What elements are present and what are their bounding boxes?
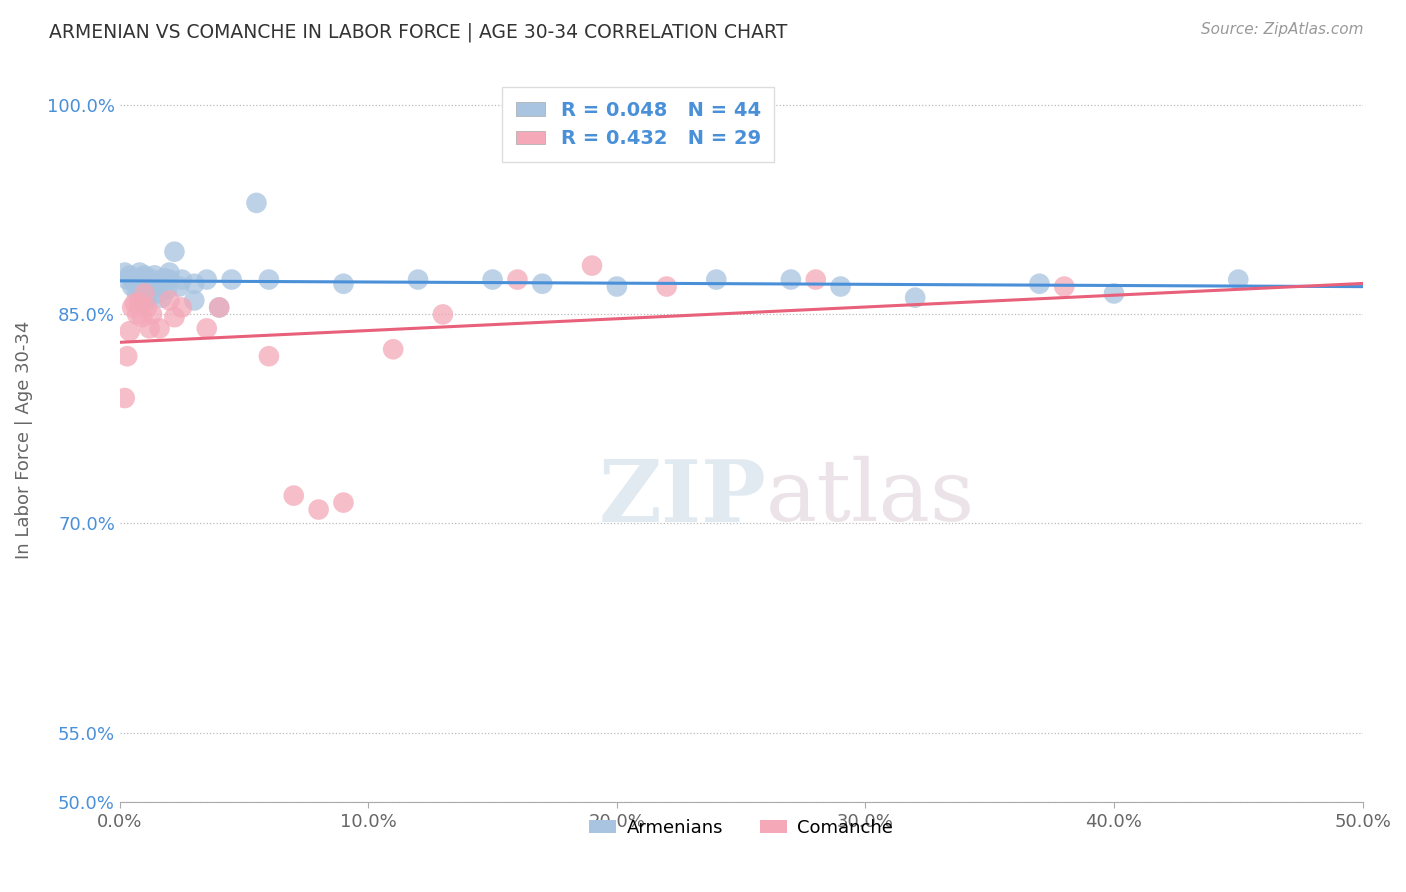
Point — [170, 272, 193, 286]
Point — [1102, 286, 1125, 301]
Point — [138, 321, 160, 335]
Point — [1028, 277, 1050, 291]
Point — [159, 272, 181, 286]
Point — [221, 272, 243, 286]
Point — [257, 272, 280, 286]
Point — [163, 310, 186, 325]
Point — [159, 266, 181, 280]
Point — [804, 272, 827, 286]
Point — [163, 244, 186, 259]
Point — [779, 272, 801, 286]
Point — [134, 296, 156, 310]
Point — [195, 321, 218, 335]
Point — [115, 272, 138, 286]
Point — [128, 266, 150, 280]
Point — [170, 301, 193, 315]
Point — [143, 268, 166, 283]
Point — [581, 259, 603, 273]
Point — [134, 286, 156, 301]
Point — [159, 293, 181, 308]
Text: atlas: atlas — [766, 456, 976, 540]
Point — [332, 277, 354, 291]
Point — [141, 272, 163, 286]
Point — [481, 272, 503, 286]
Point — [124, 296, 146, 310]
Point — [148, 321, 170, 335]
Point — [655, 279, 678, 293]
Point — [208, 301, 231, 315]
Point — [153, 271, 176, 285]
Point — [118, 324, 141, 338]
Point — [169, 279, 191, 293]
Point — [156, 282, 179, 296]
Point — [531, 277, 554, 291]
Point — [148, 277, 170, 291]
Point — [245, 195, 267, 210]
Point — [606, 279, 628, 293]
Point — [195, 272, 218, 286]
Point — [121, 301, 143, 315]
Point — [134, 268, 156, 283]
Point — [136, 301, 159, 315]
Text: Source: ZipAtlas.com: Source: ZipAtlas.com — [1201, 22, 1364, 37]
Point — [257, 349, 280, 363]
Point — [1053, 279, 1076, 293]
Point — [124, 277, 146, 291]
Point — [506, 272, 529, 286]
Point — [141, 307, 163, 321]
Point — [114, 391, 136, 405]
Point — [432, 307, 454, 321]
Point — [127, 307, 149, 321]
Point — [131, 310, 153, 325]
Point — [115, 349, 138, 363]
Point — [1227, 272, 1250, 286]
Point — [382, 343, 405, 357]
Point — [121, 279, 143, 293]
Point — [138, 279, 160, 293]
Point — [127, 286, 149, 301]
Y-axis label: In Labor Force | Age 30-34: In Labor Force | Age 30-34 — [15, 320, 32, 559]
Legend: Armenians, Comanche: Armenians, Comanche — [582, 812, 900, 844]
Point — [136, 291, 159, 305]
Text: ARMENIAN VS COMANCHE IN LABOR FORCE | AGE 30-34 CORRELATION CHART: ARMENIAN VS COMANCHE IN LABOR FORCE | AG… — [49, 22, 787, 42]
Text: ZIP: ZIP — [599, 456, 766, 540]
Point — [406, 272, 429, 286]
Point — [904, 291, 927, 305]
Point — [128, 271, 150, 285]
Point — [283, 489, 305, 503]
Point — [128, 296, 150, 310]
Point — [150, 291, 173, 305]
Point — [146, 286, 169, 301]
Point — [131, 274, 153, 288]
Point — [114, 266, 136, 280]
Point — [332, 495, 354, 509]
Point — [308, 502, 330, 516]
Point — [183, 293, 205, 308]
Point — [183, 277, 205, 291]
Point — [830, 279, 852, 293]
Point — [704, 272, 727, 286]
Point — [208, 301, 231, 315]
Point — [118, 268, 141, 283]
